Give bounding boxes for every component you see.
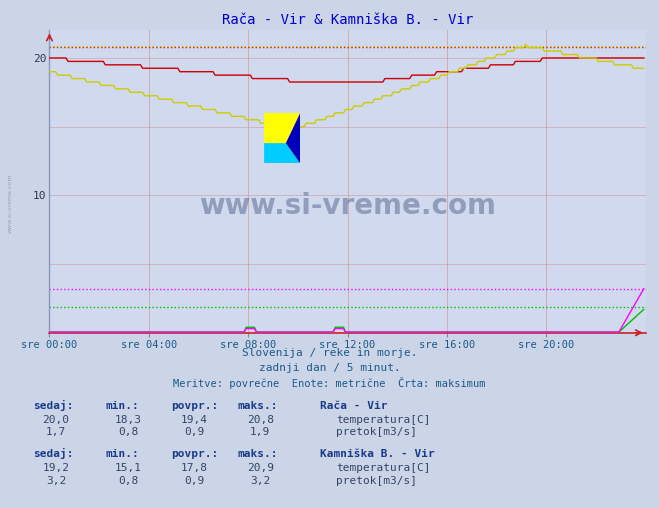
Text: 1,9: 1,9 <box>250 427 270 437</box>
Text: zadnji dan / 5 minut.: zadnji dan / 5 minut. <box>258 363 401 373</box>
Text: povpr.:: povpr.: <box>171 401 219 411</box>
Text: 18,3: 18,3 <box>115 415 142 425</box>
Text: 0,8: 0,8 <box>119 475 138 486</box>
Text: 0,8: 0,8 <box>119 427 138 437</box>
Text: 20,9: 20,9 <box>247 463 273 473</box>
Text: Slovenija / reke in morje.: Slovenija / reke in morje. <box>242 348 417 358</box>
Text: sedaj:: sedaj: <box>33 448 73 459</box>
Text: temperatura[C]: temperatura[C] <box>336 415 430 425</box>
Text: pretok[m3/s]: pretok[m3/s] <box>336 475 417 486</box>
Text: www.si-vreme.com: www.si-vreme.com <box>199 192 496 220</box>
Polygon shape <box>286 113 301 164</box>
Text: min.:: min.: <box>105 449 139 459</box>
Polygon shape <box>264 113 301 143</box>
Polygon shape <box>264 143 301 164</box>
Text: 0,9: 0,9 <box>185 427 204 437</box>
Text: Kamniška B. - Vir: Kamniška B. - Vir <box>320 449 434 459</box>
Text: 3,2: 3,2 <box>46 475 66 486</box>
Text: Rača - Vir: Rača - Vir <box>320 401 387 411</box>
Text: 3,2: 3,2 <box>250 475 270 486</box>
Text: Meritve: povrečne  Enote: metrične  Črta: maksimum: Meritve: povrečne Enote: metrične Črta: … <box>173 377 486 390</box>
Text: maks.:: maks.: <box>237 401 277 411</box>
Text: 20,8: 20,8 <box>247 415 273 425</box>
Text: www.si-vreme.com: www.si-vreme.com <box>8 173 13 233</box>
Text: sedaj:: sedaj: <box>33 400 73 411</box>
Text: maks.:: maks.: <box>237 449 277 459</box>
Text: 1,7: 1,7 <box>46 427 66 437</box>
Text: 19,2: 19,2 <box>43 463 69 473</box>
Text: pretok[m3/s]: pretok[m3/s] <box>336 427 417 437</box>
Title: Rača - Vir & Kamniška B. - Vir: Rača - Vir & Kamniška B. - Vir <box>222 13 473 26</box>
Text: 19,4: 19,4 <box>181 415 208 425</box>
Text: temperatura[C]: temperatura[C] <box>336 463 430 473</box>
Text: 15,1: 15,1 <box>115 463 142 473</box>
Text: 20,0: 20,0 <box>43 415 69 425</box>
Text: 0,9: 0,9 <box>185 475 204 486</box>
Text: povpr.:: povpr.: <box>171 449 219 459</box>
Text: 17,8: 17,8 <box>181 463 208 473</box>
Text: min.:: min.: <box>105 401 139 411</box>
